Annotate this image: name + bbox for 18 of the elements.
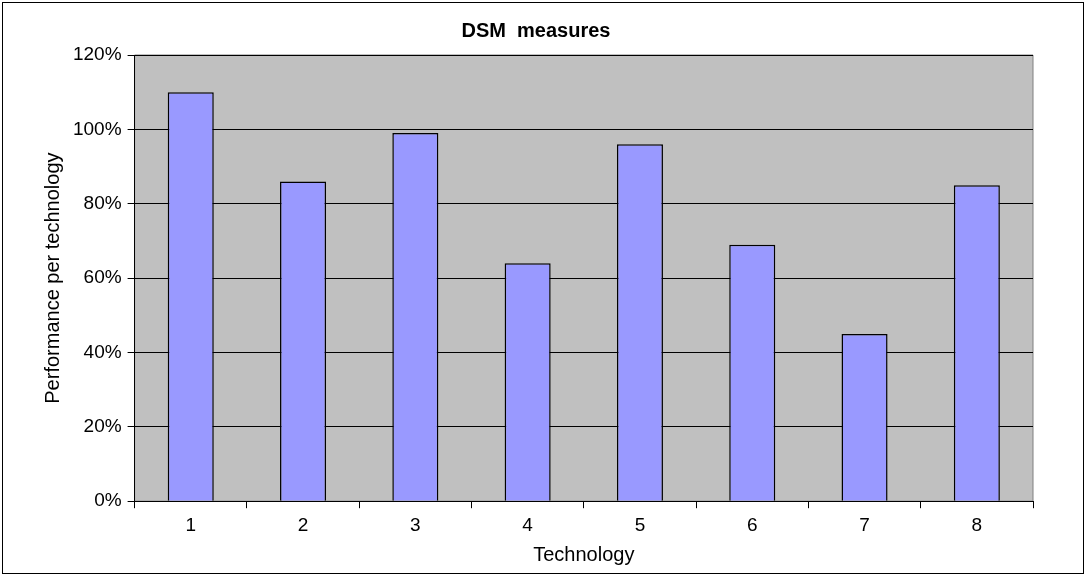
x-axis-title: Technology <box>533 542 635 565</box>
y-tick-label: 80% <box>83 191 122 213</box>
y-tick-label: 100% <box>72 117 122 139</box>
x-tick-label: 8 <box>971 513 983 535</box>
y-tick-label: 60% <box>83 266 122 288</box>
x-tick-label: 3 <box>410 513 421 535</box>
chart-title: DSM measures <box>461 18 611 41</box>
y-axis-title: Performance per technology <box>40 152 63 404</box>
y-tick-label: 40% <box>83 340 122 362</box>
x-tick-label: 5 <box>634 513 646 535</box>
x-tick-label: 4 <box>522 513 534 535</box>
x-tick-label: 6 <box>746 513 758 535</box>
x-tick-label: 1 <box>185 513 197 535</box>
y-tick-label: 120% <box>72 43 122 65</box>
y-tick-label: 0% <box>94 489 122 511</box>
y-tick-label: 20% <box>83 415 122 437</box>
x-tick-label: 2 <box>297 513 309 535</box>
x-tick-label: 7 <box>859 513 870 535</box>
